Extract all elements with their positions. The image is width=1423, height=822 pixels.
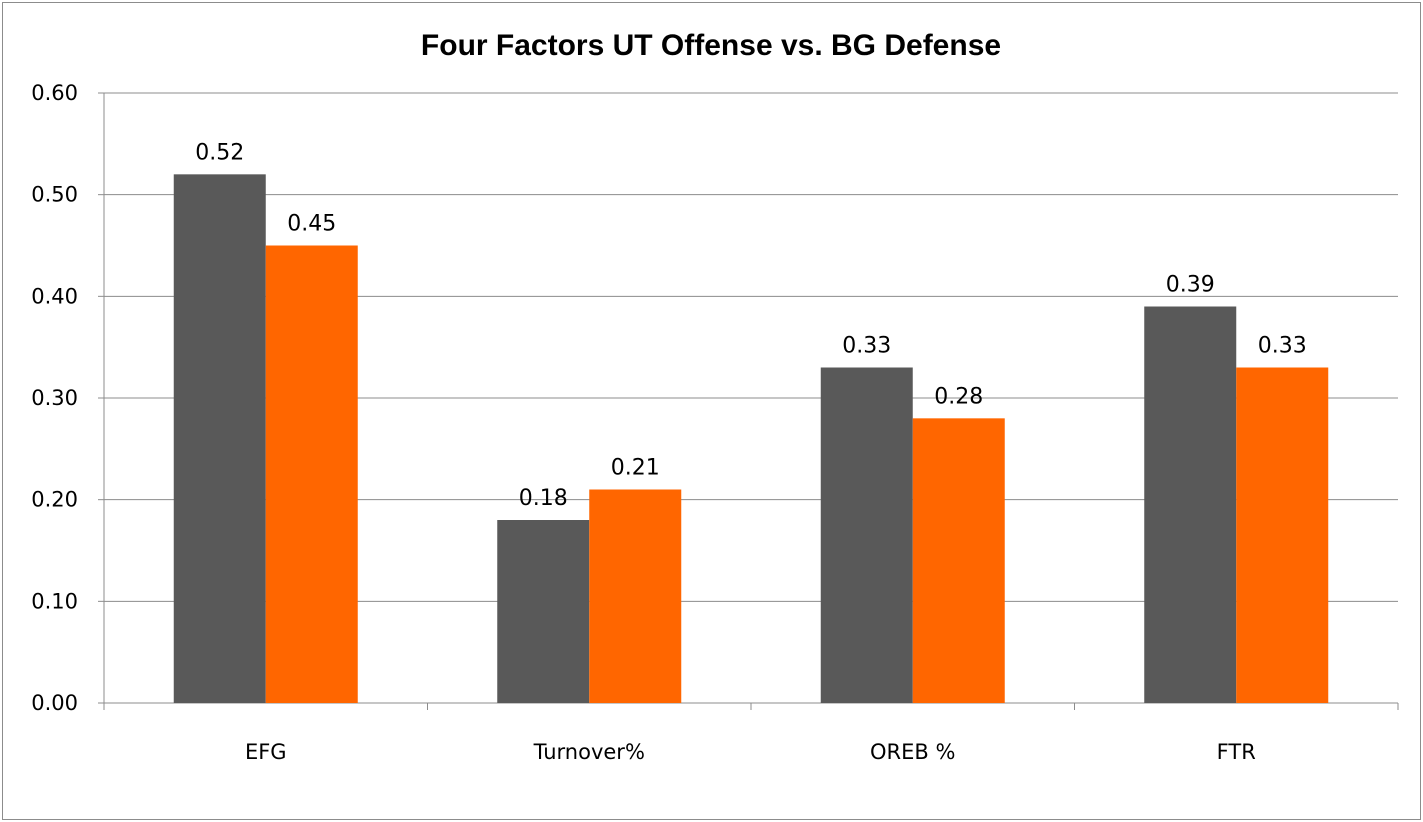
x-category-label: OREB % — [870, 740, 955, 764]
y-tick-label: 0.40 — [31, 284, 78, 308]
y-tick-label: 0.50 — [31, 183, 78, 207]
x-category-label: FTR — [1217, 740, 1256, 764]
bar-ut-offense — [820, 367, 913, 703]
x-category-label: Turnover% — [533, 740, 645, 764]
bar-ut-offense — [497, 520, 590, 703]
bar-bg-defense — [265, 245, 358, 703]
data-label: 0.33 — [1258, 334, 1307, 359]
bars — [173, 174, 1329, 704]
data-label: 0.39 — [1166, 273, 1215, 298]
bar-bg-defense — [912, 418, 1005, 703]
bar-bg-defense — [589, 489, 682, 703]
x-axis: EFG Turnover% OREB % FTR — [103, 702, 1399, 764]
y-tick-label: 0.10 — [31, 589, 78, 613]
y-axis: 0.00 0.10 0.20 0.30 0.40 0.50 0.60 — [31, 81, 105, 715]
bar-ut-offense — [173, 174, 266, 704]
data-label: 0.28 — [934, 384, 983, 409]
chart-title: Four Factors UT Offense vs. BG Defense — [421, 29, 1001, 62]
bar-bg-defense — [1236, 367, 1329, 703]
y-tick-label: 0.60 — [31, 81, 78, 105]
x-category-label: EFG — [245, 740, 287, 764]
data-label: 0.45 — [287, 212, 336, 237]
y-tick-label: 0.00 — [31, 691, 78, 715]
data-labels: 0.52 0.45 0.18 0.21 0.33 0.28 0.39 0.33 — [195, 140, 1306, 511]
y-tick-label: 0.30 — [31, 386, 78, 410]
bar-ut-offense — [1144, 306, 1237, 703]
data-label: 0.33 — [842, 334, 891, 359]
data-label: 0.21 — [611, 456, 660, 481]
data-label: 0.52 — [195, 140, 244, 165]
y-tick-label: 0.20 — [31, 488, 78, 512]
data-label: 0.18 — [519, 486, 568, 511]
